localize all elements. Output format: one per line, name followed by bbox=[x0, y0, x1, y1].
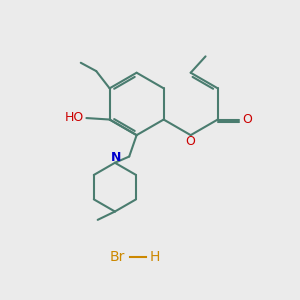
Text: HO: HO bbox=[64, 111, 84, 124]
Text: O: O bbox=[242, 113, 252, 126]
Text: H: H bbox=[149, 250, 160, 264]
Text: Br: Br bbox=[110, 250, 125, 264]
Text: N: N bbox=[111, 151, 122, 164]
Text: O: O bbox=[186, 135, 196, 148]
